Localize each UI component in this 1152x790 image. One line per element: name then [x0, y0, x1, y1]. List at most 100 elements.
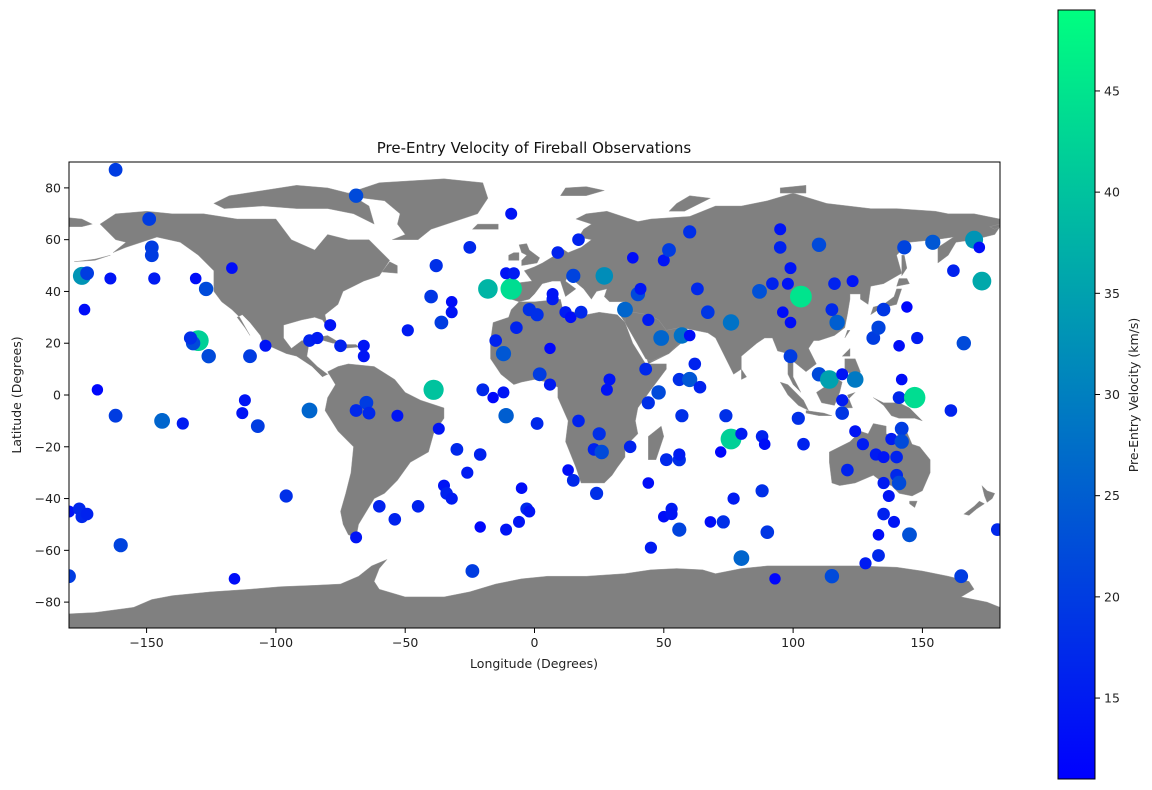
scatter-point: [888, 515, 900, 528]
scatter-point: [148, 272, 161, 285]
scatter-point: [701, 305, 715, 320]
scatter-point: [835, 406, 849, 420]
x-tick-label: 0: [531, 635, 539, 650]
land-luzon: [841, 347, 851, 357]
scatter-point: [434, 315, 449, 330]
plot-area: [68, 161, 1001, 629]
scatter-point: [523, 505, 536, 518]
scatter-point: [543, 378, 557, 391]
scatter-point: [450, 443, 464, 456]
scatter-point: [80, 507, 94, 521]
land-kamchatka-east: [989, 223, 1000, 230]
scatter-point: [672, 372, 686, 387]
scatter-point: [487, 391, 499, 404]
scatter-point: [894, 434, 909, 449]
scatter-point: [623, 440, 637, 454]
scatter-point: [876, 302, 891, 317]
scatter-point: [841, 463, 854, 477]
scatter-point: [189, 272, 202, 285]
colorbar-tick-label: 40: [1104, 185, 1120, 200]
y-tick-label: 60: [45, 232, 61, 247]
scatter-point: [391, 409, 404, 422]
scatter-point: [872, 529, 885, 541]
scatter-point: [791, 411, 805, 425]
scatter-point: [142, 212, 157, 226]
scatter-points: [69, 162, 1000, 585]
scatter-point: [236, 407, 249, 420]
scatter-point: [423, 379, 444, 400]
scatter-point: [497, 386, 510, 399]
scatter-point: [80, 266, 94, 281]
scatter-point: [445, 492, 458, 505]
scatter-point: [947, 264, 960, 278]
scatter-point: [357, 339, 370, 352]
colorbar-tick-label: 30: [1104, 387, 1120, 402]
scatter-point: [603, 373, 616, 386]
scatter-point: [895, 373, 908, 386]
scatter-point: [250, 419, 265, 433]
land-sakhalin: [901, 255, 908, 277]
y-tick-label: −40: [35, 491, 61, 506]
scatter-point: [784, 316, 797, 329]
land-newfoundland: [381, 261, 398, 274]
scatter-point: [877, 451, 890, 464]
scatter-point: [532, 367, 547, 382]
land-nz-north: [981, 484, 996, 503]
scatter-point: [301, 402, 318, 419]
scatter-point: [401, 324, 414, 337]
scatter-point: [836, 368, 849, 381]
y-tick-label: −60: [35, 543, 61, 558]
scatter-point: [897, 240, 912, 255]
scatter-point: [657, 254, 670, 267]
y-axis-title: Latitude (Degrees): [9, 336, 24, 453]
scatter-point: [627, 251, 639, 264]
scatter-point: [510, 321, 523, 335]
scatter-point: [891, 475, 907, 491]
scatter-point: [872, 549, 885, 562]
scatter-point: [507, 267, 520, 280]
land-nz-south: [963, 500, 985, 516]
scatter-point: [505, 207, 518, 220]
scatter-point: [790, 285, 812, 308]
land-new-guinea: [873, 397, 923, 422]
land-greenland: [347, 178, 489, 240]
scatter-point: [350, 531, 363, 544]
x-tick-label: −50: [392, 635, 418, 650]
scatter-point: [530, 308, 544, 322]
scatter-point: [513, 515, 525, 528]
land-north-america: [99, 210, 390, 378]
scatter-point: [500, 523, 513, 536]
scatter-point: [478, 279, 498, 299]
scatter-point: [594, 444, 609, 460]
scatter-point: [574, 305, 588, 319]
scatter-point: [243, 349, 257, 364]
scatter-point: [592, 427, 606, 441]
scatter-point: [489, 334, 503, 347]
scatter-point: [91, 384, 104, 396]
scatter-point: [154, 413, 171, 429]
x-tick-label: −150: [129, 635, 163, 650]
scatter-point: [672, 522, 687, 537]
scatter-point: [642, 313, 655, 326]
x-tick-label: 150: [910, 635, 934, 650]
scatter-point: [871, 320, 886, 335]
scatter-point: [373, 500, 386, 513]
scatter-point: [777, 306, 789, 319]
scatter-point: [824, 569, 840, 584]
scatter-point: [566, 268, 581, 283]
scatter-point: [69, 569, 76, 584]
scatter-point: [797, 437, 810, 451]
scatter-point: [651, 385, 666, 400]
scatter-point: [641, 396, 655, 410]
scatter-point: [424, 289, 438, 304]
colorbar-ticks: 15 20 25 30 35 40 45: [1095, 83, 1120, 706]
scatter-point: [228, 573, 241, 585]
x-axis: −150 −100 −50 0 50 100 150: [129, 628, 934, 650]
y-tick-label: 80: [45, 180, 61, 195]
scatter-point: [954, 569, 969, 584]
scatter-point: [784, 262, 797, 275]
scatter-point: [846, 275, 859, 288]
scatter-point: [693, 380, 707, 394]
scatter-point: [644, 541, 658, 554]
scatter-point: [259, 339, 272, 352]
